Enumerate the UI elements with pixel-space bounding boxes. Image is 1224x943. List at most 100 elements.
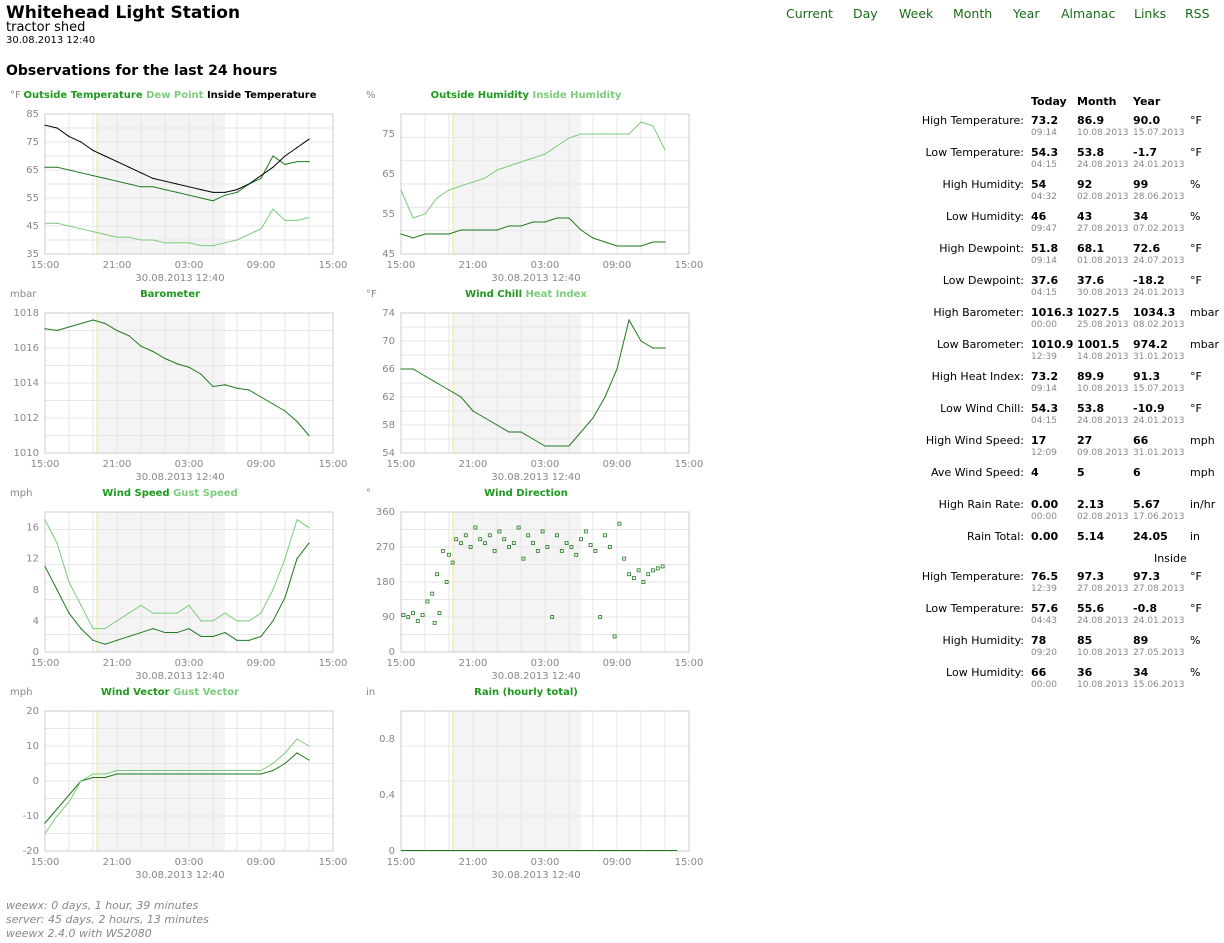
y-tick-label: 8 [33, 585, 39, 596]
stat-year-date: 08.02.2013 [1133, 320, 1185, 330]
x-tick-label: 21:00 [103, 658, 132, 669]
chart-unit: mbar [10, 289, 37, 300]
chart-title-part: Dew Point [146, 90, 204, 101]
stat-row: Ave Wind Speed: 4 5 6 mph [900, 466, 1220, 498]
stat-month-date: 09.08.2013 [1077, 448, 1129, 458]
data-point [200, 769, 202, 772]
stat-month: 1001.5 [1077, 338, 1120, 351]
data-point [640, 340, 642, 342]
data-point [104, 177, 106, 179]
data-point [212, 620, 214, 622]
chart-title-part: Wind Chill [465, 289, 523, 300]
data-point [224, 194, 226, 196]
stat-year: -10.9 [1133, 402, 1165, 415]
nav-year[interactable]: Year [1013, 6, 1040, 21]
data-point [68, 612, 70, 614]
stat-year-date: 15.07.2013 [1133, 384, 1185, 394]
nav-week[interactable]: Week [899, 6, 934, 21]
stat-unit: mph [1190, 466, 1215, 479]
data-point [424, 375, 426, 377]
data-point [284, 155, 286, 157]
stat-month-date: 01.08.2013 [1077, 256, 1129, 266]
data-point [507, 545, 511, 549]
stat-label: Ave Wind Speed: [931, 466, 1024, 479]
y-tick-label: 45 [26, 221, 39, 232]
data-point [502, 537, 507, 542]
data-point [164, 631, 166, 634]
nav-day[interactable]: Day [853, 6, 878, 21]
x-tick-label: 21:00 [103, 857, 132, 868]
x-tick-label: 15:00 [31, 658, 60, 669]
chart-0: °F Outside Temperature Dew Point Inside T… [0, 90, 347, 286]
chart-title-part: Inside Humidity [532, 90, 622, 101]
nav-links[interactable]: Links [1134, 6, 1167, 21]
data-point [592, 133, 594, 135]
stat-today-time: 09:47 [1031, 224, 1057, 234]
chart-title: Wind Vector Gust Vector [0, 687, 340, 698]
x-tick-label: 03:00 [175, 658, 204, 669]
data-point [540, 529, 545, 534]
stat-label: Low Wind Chill: [940, 402, 1024, 415]
stat-today: 76.5 [1031, 570, 1059, 583]
data-point [508, 431, 510, 433]
y-tick-label: 54 [382, 448, 395, 459]
bar [425, 850, 437, 851]
observations-title: Observations for the last 24 hours [6, 63, 278, 79]
data-point [248, 233, 250, 235]
stat-month: 68.1 [1077, 242, 1105, 255]
x-tick-label: 03:00 [175, 260, 204, 271]
chart-title: Outside Humidity Inside Humidity [356, 90, 696, 101]
stat-label: High Humidity: [942, 178, 1024, 191]
x-tick-label: 15:00 [31, 459, 60, 470]
data-point [436, 233, 438, 235]
stat-today-time: 00:00 [1031, 320, 1057, 330]
x-tick-label: 21:00 [103, 260, 132, 271]
nav-rss[interactable]: RSS [1185, 6, 1210, 21]
stat-year-date: 15.07.2013 [1133, 128, 1185, 138]
data-point [44, 832, 46, 835]
nav-current[interactable]: Current [786, 6, 833, 21]
data-point [188, 366, 190, 368]
footer-uptime: weewx: 0 days, 1 hour, 39 minutes [6, 899, 199, 912]
x-tick-label: 15:00 [319, 857, 348, 868]
data-point [460, 185, 462, 187]
stat-today: 51.8 [1031, 242, 1059, 255]
stat-today: 1010.9 [1031, 338, 1074, 351]
nav-month[interactable]: Month [953, 6, 993, 21]
bar [545, 850, 557, 851]
data-point [164, 357, 166, 360]
chart-title-part: Barometer [140, 289, 200, 300]
stat-row: High Temperature: 76.5 97.3 97.3 °F 12:39 27.0… [900, 570, 1220, 602]
nav-almanac[interactable]: Almanac [1061, 6, 1116, 21]
stat-year: 97.3 [1133, 570, 1161, 583]
stat-unit: % [1190, 178, 1201, 191]
data-point [248, 639, 250, 641]
data-point [236, 620, 238, 622]
data-point [532, 157, 534, 159]
data-point [569, 545, 574, 549]
stat-year-date: 07.02.2013 [1133, 224, 1185, 234]
stat-unit: °F [1190, 146, 1202, 159]
plot-border [44, 511, 334, 653]
chart-3: °F Wind Chill Heat Index 54 58 62 66 70 74 15:00… [356, 289, 703, 485]
data-point [448, 233, 450, 235]
data-point [284, 752, 286, 754]
data-point [140, 773, 142, 775]
data-point [224, 242, 226, 244]
bar [413, 850, 425, 851]
data-point [296, 519, 298, 521]
stat-year-date: 24.01.2013 [1133, 616, 1185, 626]
data-point [176, 183, 178, 185]
station-title: Whitehead Light Station [6, 3, 241, 23]
chart-caption: 30.08.2013 12:40 [491, 870, 581, 881]
data-point [284, 558, 286, 560]
bar [521, 850, 533, 851]
data-point [564, 541, 569, 546]
data-point [68, 135, 70, 137]
data-point [176, 773, 178, 775]
data-point [400, 189, 402, 191]
stat-today: 78 [1031, 634, 1047, 647]
chart-unit: in [366, 687, 376, 698]
data-point [104, 233, 106, 235]
data-point [406, 615, 411, 619]
